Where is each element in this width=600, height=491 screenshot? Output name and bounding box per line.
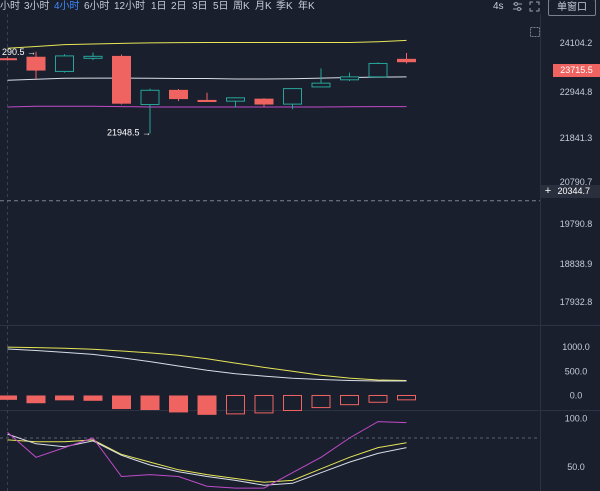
candle-body[interactable] [283, 88, 302, 105]
oscillator-line-d [7, 439, 407, 483]
macd-bar [169, 395, 188, 413]
macd-bar [140, 395, 160, 410]
macd-bar [340, 394, 359, 406]
price-axis-tick: 20790.7 [560, 177, 593, 187]
macd-bar [283, 394, 302, 411]
timeframe-3h[interactable]: 3小时 [24, 1, 50, 12]
high-annotation: 290.5 → [2, 47, 36, 57]
window-mode-button[interactable]: 单窗口 [548, 0, 596, 16]
macd-bar [226, 394, 245, 415]
oscillator-axis-tick: 100.0 [565, 414, 588, 424]
oscillator-axis-tick: 50.0 [567, 462, 585, 472]
candle-body[interactable] [169, 89, 188, 100]
price-axis-tick: 18838.9 [560, 259, 593, 269]
timeframe-4h[interactable]: 4小时 [54, 1, 80, 12]
timeframe-2d[interactable]: 2日 [171, 1, 187, 12]
price-axis-tick: 21841.3 [560, 133, 593, 143]
candle-body[interactable] [26, 56, 46, 71]
macd-bar [26, 395, 46, 404]
macd-signal-line [7, 346, 407, 381]
fullscreen-icon[interactable] [529, 1, 540, 17]
candle-body[interactable] [112, 55, 131, 104]
macd-bar [197, 395, 217, 415]
candle-body[interactable] [140, 89, 160, 106]
candle-body[interactable] [340, 76, 359, 81]
lower-band-line [7, 105, 407, 108]
timeframe-12h[interactable]: 12小时 [114, 1, 146, 12]
refresh-interval: 4s [493, 1, 504, 12]
timeframe-week[interactable]: 周K [233, 1, 250, 12]
timeframe-3d[interactable]: 3日 [192, 1, 208, 12]
price-axis-tick: 17932.8 [560, 297, 593, 307]
expand-icon [529, 1, 540, 12]
macd-bar [254, 394, 274, 414]
macd-dif-line [7, 348, 407, 382]
macd-bar [0, 395, 17, 400]
macd-bar [112, 395, 131, 410]
macd-bar [397, 394, 416, 401]
candle-body[interactable] [0, 58, 17, 61]
crosshair-icon: + [544, 185, 552, 197]
candle-body[interactable] [311, 82, 331, 88]
settings-icon[interactable] [512, 1, 523, 17]
candle-body[interactable] [55, 55, 74, 72]
macd-bar [368, 394, 388, 403]
candle-body[interactable] [83, 55, 103, 59]
timeframe-6h[interactable]: 6小时 [84, 1, 110, 12]
crosshair-price-label: 20344.7 [557, 186, 591, 196]
price-axis-tick: 24104.2 [560, 38, 593, 48]
macd-bar [311, 394, 331, 409]
candle-body[interactable] [368, 62, 388, 78]
price-axis-tick: 22944.8 [560, 87, 593, 97]
candle-body[interactable] [397, 58, 416, 63]
macd-bar [55, 395, 74, 401]
candle-body[interactable] [226, 97, 245, 102]
timeframe-5d[interactable]: 5日 [213, 1, 229, 12]
macd-axis-tick: 1000.0 [562, 342, 590, 352]
oscillator-line-j [7, 421, 407, 489]
resize-corner-icon [530, 27, 540, 37]
macd-axis-tick: 500.0 [565, 366, 588, 376]
crosshair-price-tag: + 20344.7 [541, 185, 600, 198]
timeframe-1d[interactable]: 1日 [151, 1, 167, 12]
chart-corner-icon[interactable] [530, 24, 540, 42]
macd-axis-tick: 0.0 [570, 390, 583, 400]
timeframe-1h[interactable]: 小时 [0, 1, 20, 12]
candle-body[interactable] [197, 99, 217, 103]
sliders-icon [513, 2, 522, 11]
timeframe-quarter[interactable]: 季K [276, 1, 293, 12]
price-axis-tick: 19790.8 [560, 219, 593, 229]
upper-band-line [7, 39, 407, 49]
candle-body[interactable] [254, 98, 274, 105]
timeframe-month[interactable]: 月K [255, 1, 272, 12]
macd-bar [83, 395, 103, 401]
low-annotation: 21948.5 → [107, 128, 151, 138]
current-price-tag: 23715.5 [553, 64, 600, 77]
timeframe-year[interactable]: 年K [298, 1, 315, 12]
